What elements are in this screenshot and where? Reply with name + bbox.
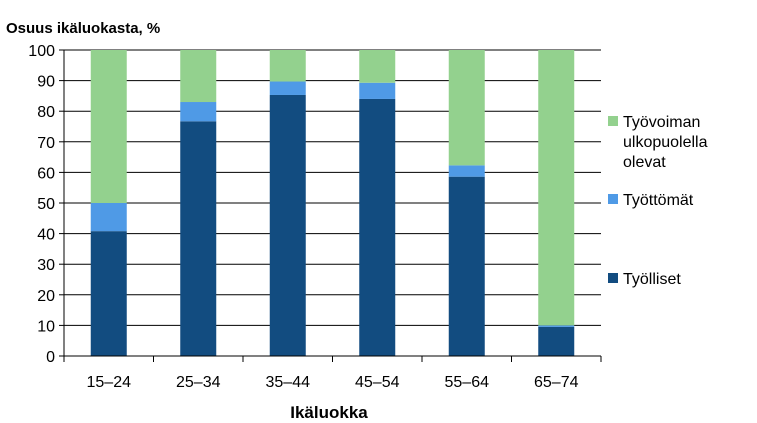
bar-segment [269, 50, 306, 82]
x-axis-ticks: 15–24 25–34 35–44 45–54 55–64 65–74 [63, 356, 602, 391]
bars [90, 50, 575, 357]
bar-segment [180, 50, 217, 103]
legend-swatch [608, 194, 618, 204]
y-tick-label: 30 [37, 257, 55, 274]
bar-segment [448, 50, 485, 166]
bar-segment [359, 50, 396, 83]
legend-swatch [608, 116, 618, 126]
bar-segment [90, 203, 127, 232]
y-tick-label: 20 [37, 288, 55, 305]
y-tick-label: 70 [37, 135, 55, 152]
legend-label: Työvoiman [623, 114, 700, 131]
bar-segment [538, 50, 575, 326]
bar-segment [269, 94, 306, 357]
bar-segment [448, 165, 485, 177]
chart-title: Osuus ikäluokasta, % [6, 20, 160, 37]
x-axis-label: Ikäluokka [290, 403, 368, 422]
legend: Työvoiman ulkopuolella olevat Työttömät Työl… [608, 114, 708, 288]
y-tick-label: 0 [46, 349, 55, 366]
x-tick-label: 65–74 [534, 374, 579, 391]
y-tick-label: 80 [37, 104, 55, 121]
y-axis-ticks: 0 10 20 30 40 50 60 70 80 90 100 [28, 43, 64, 366]
x-tick-label: 15–24 [87, 374, 132, 391]
y-tick-label: 50 [37, 196, 55, 213]
bar-segment [448, 176, 485, 356]
y-tick-label: 10 [37, 318, 55, 335]
x-tick-label: 35–44 [266, 374, 311, 391]
legend-swatch [608, 273, 618, 283]
x-tick-label: 45–54 [355, 374, 400, 391]
bar-segment [180, 102, 217, 122]
legend-label: ulkopuolella [623, 134, 708, 151]
legend-label: Työttömät [623, 192, 694, 209]
gridlines [64, 49, 601, 326]
y-tick-label: 40 [37, 227, 55, 244]
bar-segment [90, 50, 127, 203]
bar-segment [538, 325, 575, 327]
bar-segment [359, 82, 396, 99]
y-tick-label: 100 [28, 43, 55, 60]
bar-segment [90, 231, 127, 356]
bar-segment [359, 98, 396, 357]
bar-segment [269, 81, 306, 95]
y-tick-label: 60 [37, 165, 55, 182]
legend-label: Työlliset [623, 271, 681, 288]
legend-label: olevat [623, 154, 666, 171]
bar-segment [538, 326, 575, 356]
x-tick-label: 25–34 [176, 374, 221, 391]
y-tick-label: 90 [37, 74, 55, 91]
x-tick-label: 55–64 [445, 374, 490, 391]
bar-segment [180, 121, 217, 356]
